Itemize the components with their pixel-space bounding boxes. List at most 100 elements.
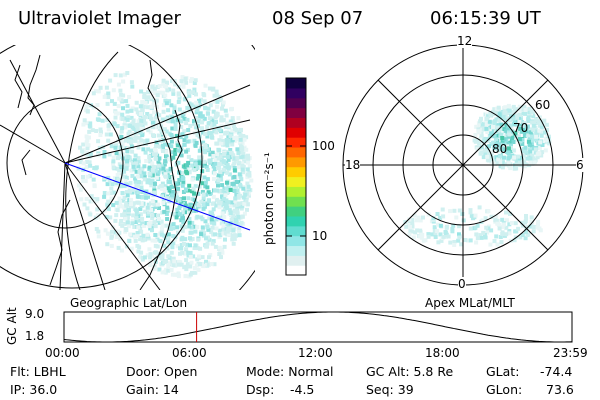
emission-pixel <box>120 223 125 228</box>
emission-pixel <box>111 203 116 208</box>
emission-pixel <box>240 167 245 172</box>
emission-pixel <box>520 137 525 142</box>
emission-pixel <box>180 250 185 255</box>
emission-pixel <box>188 272 193 277</box>
emission-pixel <box>152 202 157 207</box>
emission-pixel <box>109 191 113 196</box>
emission-pixel <box>232 166 237 170</box>
emission-pixel <box>192 266 197 270</box>
emission-pixel <box>234 221 239 226</box>
emission-pixel <box>172 110 177 115</box>
emission-pixel <box>124 99 129 104</box>
emission-pixel <box>509 145 513 150</box>
emission-pixel <box>100 118 105 123</box>
emission-pixel <box>117 168 122 172</box>
emission-pixel <box>232 223 237 228</box>
meridian <box>64 119 251 164</box>
emission-pixel <box>493 214 498 219</box>
emission-pixel <box>129 197 134 202</box>
emission-pixel <box>205 124 210 129</box>
emission-pixel <box>523 145 528 150</box>
emission-pixel <box>117 178 121 183</box>
emission-pixel <box>139 250 144 255</box>
emission-pixel <box>432 228 437 233</box>
meridian <box>0 124 66 164</box>
emission-pixel <box>194 263 199 268</box>
emission-pixel <box>211 86 216 91</box>
emission-pixel <box>154 140 159 145</box>
emission-pixel <box>164 116 169 121</box>
emission-pixel <box>517 137 522 141</box>
emission-pixel <box>207 198 211 203</box>
emission-pixel <box>185 163 190 168</box>
emission-pixel <box>241 195 246 200</box>
emission-pixel <box>193 122 198 127</box>
emission-pixel <box>130 125 135 130</box>
emission-pixel <box>478 119 483 124</box>
emission-pixel <box>217 228 222 233</box>
emission-pixel <box>212 167 217 171</box>
emission-pixel <box>438 232 443 237</box>
emission-pixel <box>413 230 418 235</box>
emission-pixel <box>513 229 518 234</box>
emission-pixel <box>144 221 149 226</box>
emission-pixel <box>518 235 523 240</box>
emission-pixel <box>534 118 539 123</box>
emission-pixel <box>409 229 414 234</box>
emission-pixel <box>85 142 90 147</box>
emission-pixel <box>169 259 174 264</box>
emission-pixel <box>112 122 117 127</box>
emission-pixel <box>224 198 229 203</box>
emission-pixel <box>142 171 147 176</box>
emission-pixel <box>152 102 156 107</box>
emission-pixel <box>166 268 171 273</box>
emission-pixel <box>506 108 511 113</box>
emission-pixel <box>492 107 497 112</box>
emission-pixel <box>91 91 96 96</box>
emission-pixel <box>213 232 217 237</box>
emission-pixel <box>238 182 243 187</box>
emission-pixel <box>186 160 191 165</box>
emission-pixel <box>245 167 250 172</box>
emission-pixel <box>159 256 164 261</box>
emission-pixel <box>508 166 513 171</box>
emission-pixel <box>95 103 100 107</box>
emission-pixel <box>139 174 144 179</box>
emission-pixel <box>186 128 191 132</box>
emission-pixel <box>502 137 507 142</box>
emission-pixel <box>229 200 234 205</box>
emission-pixel <box>426 232 431 237</box>
emission-pixel <box>236 165 241 170</box>
emission-pixel <box>220 250 225 255</box>
emission-pixel <box>208 192 213 196</box>
emission-pixel <box>113 115 118 120</box>
emission-pixel <box>166 240 171 245</box>
emission-pixel <box>86 102 91 107</box>
emission-pixel <box>489 228 494 233</box>
emission-pixel <box>438 223 443 228</box>
emission-pixel <box>163 249 167 254</box>
emission-pixel <box>205 177 210 182</box>
emission-pixel <box>183 76 188 81</box>
emission-pixel <box>105 182 110 187</box>
emission-pixel <box>87 154 92 159</box>
emission-pixel <box>205 241 210 246</box>
terminator-line <box>64 162 251 231</box>
emission-pixel <box>193 270 198 275</box>
colorbar-segment <box>286 146 306 158</box>
emission-pixel <box>529 220 534 224</box>
emission-pixel <box>535 155 540 160</box>
emission-pixel <box>214 130 219 135</box>
emission-pixel <box>88 152 93 157</box>
emission-pixel <box>148 180 153 185</box>
emission-pixel <box>468 238 473 243</box>
emission-pixel <box>142 223 147 228</box>
emission-pixel <box>188 236 192 241</box>
emission-pixel <box>488 242 493 247</box>
emission-pixel <box>133 220 138 224</box>
emission-pixel <box>116 156 120 161</box>
emission-pixel <box>210 118 215 123</box>
emission-pixel <box>194 201 199 206</box>
emission-pixel <box>420 232 425 237</box>
emission-pixel <box>213 188 218 193</box>
